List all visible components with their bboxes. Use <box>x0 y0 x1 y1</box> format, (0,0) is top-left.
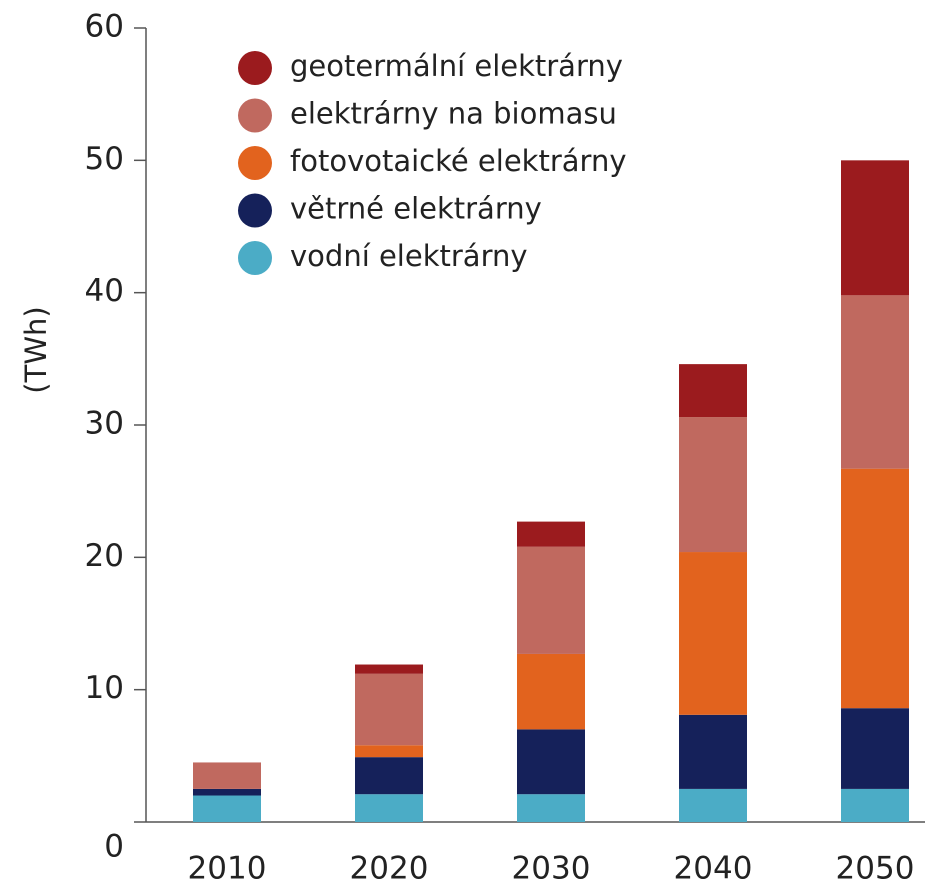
legend-label: geotermální elektrárny <box>290 49 623 83</box>
legend-swatch <box>238 51 272 85</box>
bar-segment <box>193 762 261 789</box>
y-tick-label: 60 <box>85 9 124 45</box>
bar-segment <box>355 757 423 795</box>
legend-swatch <box>238 241 272 275</box>
y-tick-label: 0 <box>104 829 124 865</box>
legend-label: elektrárny na biomasu <box>290 97 617 131</box>
bar-segment <box>679 417 747 553</box>
y-tick-label: 40 <box>85 273 124 309</box>
bar-segment <box>679 552 747 715</box>
x-tick-label: 2040 <box>674 851 753 887</box>
bar-segment <box>841 708 909 789</box>
bar-segment <box>841 788 909 822</box>
bar-segment <box>679 364 747 418</box>
bar-segment <box>517 794 585 822</box>
bar-segment <box>841 295 909 469</box>
bar-segment <box>355 745 423 758</box>
legend-swatch <box>238 146 272 180</box>
bar-segment <box>355 664 423 674</box>
bar-segment <box>841 160 909 296</box>
bar-segment <box>193 795 261 822</box>
y-axis-label: (TWh) <box>19 306 53 393</box>
bar-segment <box>355 673 423 746</box>
bar-segment <box>517 653 585 730</box>
bar-segment <box>841 468 909 709</box>
bar-segment <box>517 546 585 654</box>
y-tick-label: 10 <box>85 670 124 706</box>
bar-segment <box>517 729 585 795</box>
x-tick-label: 2030 <box>512 851 591 887</box>
legend-swatch <box>238 193 272 228</box>
x-tick-label: 2050 <box>836 851 915 887</box>
bar-segment <box>193 788 261 796</box>
legend-swatch <box>238 98 272 133</box>
legend-label: větrné elektrárny <box>290 192 542 226</box>
y-tick-label: 50 <box>85 141 124 177</box>
x-tick-label: 2010 <box>188 851 267 887</box>
y-tick-label: 20 <box>85 538 124 574</box>
bar-segment <box>355 794 423 822</box>
bar-segment <box>517 521 585 547</box>
y-tick-label: 30 <box>85 406 124 442</box>
bar-segment <box>679 788 747 822</box>
x-tick-label: 2020 <box>350 851 429 887</box>
legend-label: fotovotaické elektrárny <box>290 144 627 178</box>
legend-label: vodní elektrárny <box>290 239 528 273</box>
bar-segment <box>679 714 747 789</box>
